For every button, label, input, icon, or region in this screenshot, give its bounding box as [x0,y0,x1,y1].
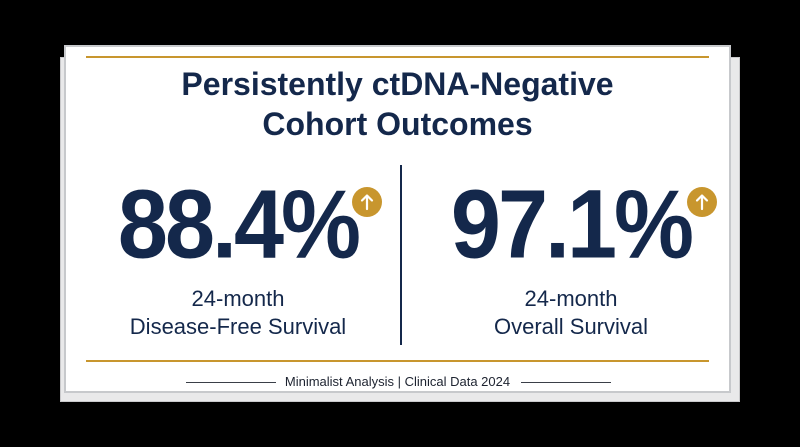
stat-label-line-1: 24-month [524,286,618,311]
stat-label: 24-month Overall Survival [411,285,731,341]
stat-label-line-1: 24-month [191,286,285,311]
footer-rule-right [521,382,611,383]
footer-rule-left [186,382,276,383]
card-title-line-2: Cohort Outcomes [262,106,533,142]
outcomes-card: Persistently ctDNA-Negative Cohort Outco… [64,45,731,393]
vertical-divider [400,165,402,345]
stat-disease-free-survival: 88.4% 24-month Disease-Free Survival [78,171,398,341]
arrow-up-icon [352,187,382,217]
stat-label-line-2: Overall Survival [493,314,649,339]
gold-rule-bottom [86,360,709,362]
arrow-up-icon [687,187,717,217]
stat-label: 24-month Disease-Free Survival [78,285,398,341]
card-title-line-1: Persistently ctDNA-Negative [181,66,614,102]
stat-label-line-2: Disease-Free Survival [129,314,347,339]
gold-rule-top [86,56,709,58]
stat-overall-survival: 97.1% 24-month Overall Survival [411,171,731,341]
card-footer: Minimalist Analysis | Clinical Data 2024 [284,374,511,389]
card-title: Persistently ctDNA-Negative Cohort Outco… [66,64,729,144]
stat-value: 88.4% [117,171,361,279]
stat-value: 97.1% [450,171,694,279]
